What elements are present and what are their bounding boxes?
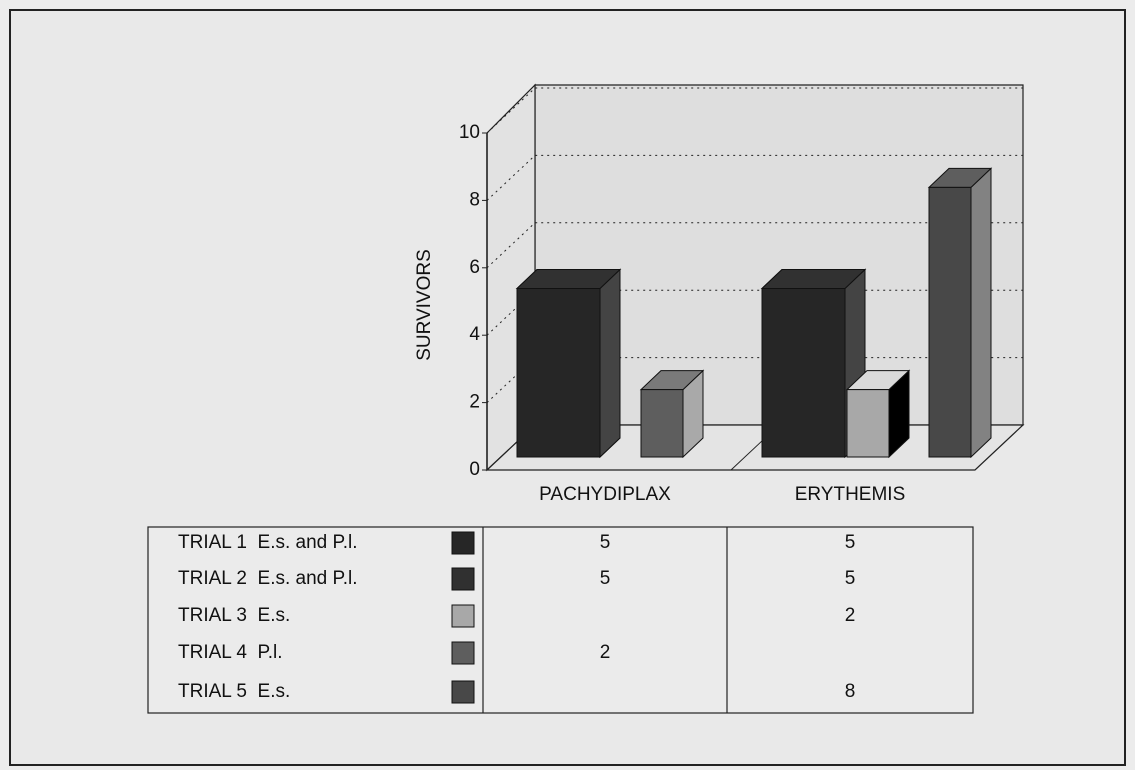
bar	[761, 288, 846, 458]
grid-line	[486, 87, 1023, 134]
table-value: 5	[600, 568, 611, 589]
bar	[846, 389, 890, 458]
table-value: 5	[845, 568, 856, 589]
legend-label: TRIAL 5 E.s.	[178, 681, 290, 702]
legend-swatch	[451, 641, 475, 665]
legend-label: TRIAL 1 E.s. and P.l.	[178, 532, 358, 553]
grid-line	[486, 222, 1023, 269]
y-tick-label: 4	[469, 324, 480, 345]
table-value: 5	[600, 532, 611, 553]
legend-swatch	[451, 567, 475, 591]
table-value: 2	[845, 605, 856, 626]
y-tick-label: 2	[469, 392, 480, 413]
y-tick-label: 0	[469, 459, 480, 480]
y-axis-label: SURVIVORS	[414, 249, 435, 361]
table-value: 2	[600, 642, 611, 663]
bar	[640, 389, 684, 458]
bar	[516, 288, 601, 458]
table-value: 8	[845, 681, 856, 702]
grid-line	[486, 154, 1023, 201]
x-tick-label: PACHYDIPLAX	[539, 484, 671, 505]
y-tick-label: 6	[469, 257, 480, 278]
bar-side	[970, 167, 992, 459]
y-tick-label: 10	[459, 122, 480, 143]
bar	[928, 186, 972, 458]
legend-label: TRIAL 3 E.s.	[178, 605, 290, 626]
legend-swatch	[451, 604, 475, 628]
data-table	[147, 526, 974, 714]
legend-label: TRIAL 2 E.s. and P.l.	[178, 568, 358, 589]
x-tick-label: ERYTHEMIS	[795, 484, 906, 505]
legend-swatch	[451, 531, 475, 555]
y-tick-label: 8	[469, 189, 480, 210]
table-value: 5	[845, 532, 856, 553]
bar-side	[599, 268, 621, 459]
legend-label: TRIAL 4 P.l.	[178, 642, 283, 663]
legend-swatch	[451, 680, 475, 704]
